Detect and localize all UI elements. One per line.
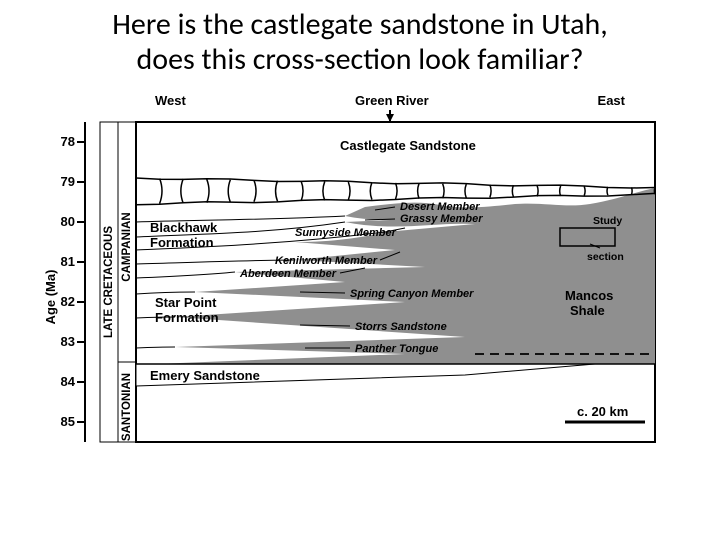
- y-tick-label: 84: [61, 374, 76, 389]
- cross-section-svg: Age (Ma) 78 79 80 81 82 83 84 85 LATE CRETACEOU…: [45, 92, 665, 452]
- y-tick-label: 81: [61, 254, 75, 269]
- slide-title: Here is the castlegate sandstone in Utah…: [0, 0, 720, 81]
- member-aberdeen: Aberdeen Member: [239, 268, 337, 280]
- y-axis-label: Age (Ma): [45, 270, 58, 325]
- member-storrs: Storrs Sandstone: [355, 321, 447, 333]
- title-line-1: Here is the castlegate sandstone in Utah…: [112, 6, 608, 43]
- member-sunnyside: Sunnyside Member: [295, 227, 397, 239]
- starpoint-l1: Star Point: [155, 295, 217, 310]
- y-tick-label: 83: [61, 334, 75, 349]
- y-tick-label: 79: [61, 174, 75, 189]
- blackhawk-formation: Blackhawk: [150, 220, 218, 235]
- label-west: West: [155, 93, 186, 108]
- mancos-l1: Mancos: [565, 288, 613, 303]
- member-kenilworth: Kenilworth Member: [275, 255, 378, 267]
- member-spring-canyon: Spring Canyon Member: [350, 288, 474, 300]
- title-line-2: does this cross-section look familiar?: [136, 41, 583, 78]
- green-river-arrowhead: [386, 114, 394, 122]
- starpoint-l2: Formation: [155, 310, 219, 325]
- cross-section-figure: Age (Ma) 78 79 80 81 82 83 84 85 LATE CRETACEOU…: [45, 92, 665, 452]
- blackhawk-formation-2: Formation: [150, 235, 214, 250]
- y-tick-label: 80: [61, 214, 75, 229]
- member-panther: Panther Tongue: [355, 343, 438, 355]
- stage-campanian: CAMPANIAN: [121, 212, 133, 281]
- castlegate-label: Castlegate Sandstone: [340, 138, 476, 153]
- y-tick-label: 82: [61, 294, 75, 309]
- scale-label: c. 20 km: [577, 404, 628, 419]
- label-east: East: [598, 93, 626, 108]
- study-section-l1: Study: [593, 215, 622, 227]
- y-tick-label: 78: [61, 134, 75, 149]
- emery-label: Emery Sandstone: [150, 368, 260, 383]
- mancos-l2: Shale: [570, 303, 605, 318]
- epoch-label: LATE CRETACEOUS: [103, 226, 115, 338]
- stage-santonian: SANTONIAN: [121, 373, 133, 441]
- hiatus-band: [134, 178, 656, 205]
- label-green-river: Green River: [355, 93, 429, 108]
- y-ticks: 78 79 80 81 82 83 84 85: [61, 122, 85, 442]
- y-tick-label: 85: [61, 414, 75, 429]
- study-section-l2: section: [587, 251, 624, 263]
- member-desert: Desert Member: [400, 201, 480, 213]
- member-grassy: Grassy Member: [400, 213, 483, 225]
